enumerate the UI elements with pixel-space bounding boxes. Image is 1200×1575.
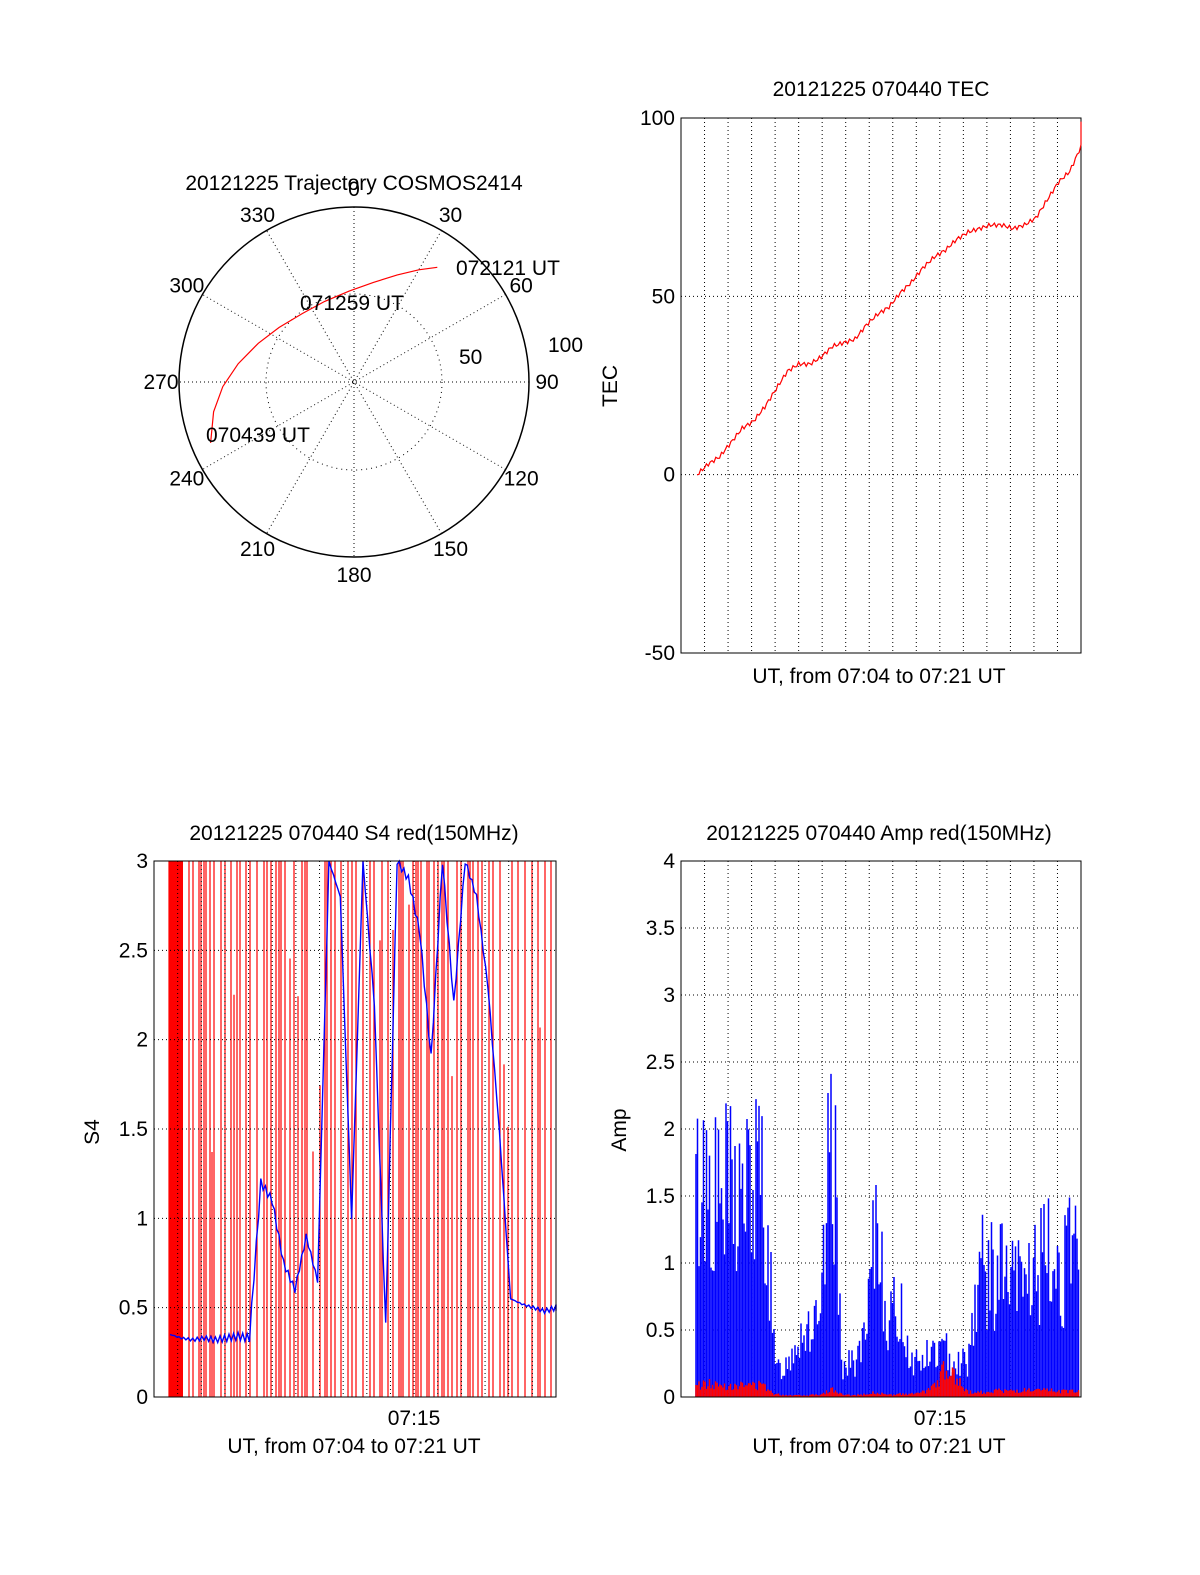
- polar-annotation-mid: 071259 UT: [300, 292, 404, 315]
- tec-title: 20121225 070440 TEC: [773, 78, 990, 101]
- s4-red-band: [169, 861, 183, 1397]
- amp-y-tick-label-7: 3.5: [646, 917, 675, 940]
- s4-blue-series-line: [169, 859, 557, 1345]
- polar-annotation-end: 072121 UT: [456, 257, 560, 280]
- polar-azimuth-label-0: 0: [348, 178, 360, 201]
- s4-chart: 20121225 070440 S4 red(150MHz) 0 0.5 1 1.5 2…: [81, 822, 557, 1458]
- polar-inner-circle: [265, 293, 443, 471]
- polar-azimuth-label-30: 30: [439, 204, 462, 227]
- s4-y-tick-label-6: 3: [136, 850, 148, 873]
- s4-y-axis-label: S4: [81, 1119, 104, 1145]
- amp-y-tick-label-3: 1.5: [646, 1185, 675, 1208]
- s4-y-tick-label-1: 0.5: [119, 1297, 148, 1320]
- tec-grid: [681, 118, 1081, 653]
- amp-y-tick-label-2: 1: [663, 1252, 675, 1275]
- s4-x-axis-label: UT, from 07:04 to 07:21 UT: [227, 1435, 480, 1458]
- tec-series-line: [696, 121, 1082, 476]
- s4-y-tick-label-5: 2.5: [119, 939, 148, 962]
- s4-y-tick-label-0: 0: [136, 1386, 148, 1409]
- s4-y-ticks: 0 0.5 1 1.5 2 2.5 3: [119, 850, 148, 1409]
- amp-x-axis-label: UT, from 07:04 to 07:21 UT: [752, 1435, 1005, 1458]
- tec-x-axis-label: UT, from 07:04 to 07:21 UT: [752, 665, 1005, 688]
- polar-azimuth-label-210: 210: [240, 538, 275, 561]
- amp-red-series: [695, 1361, 1080, 1397]
- polar-azimuth-label-60: 60: [509, 275, 532, 298]
- tec-y-tick-label-1: 0: [663, 464, 675, 487]
- polar-azimuth-label-120: 120: [504, 468, 539, 491]
- s4-y-tick-label-2: 1: [136, 1207, 148, 1230]
- amp-title: 20121225 070440 Amp red(150MHz): [706, 822, 1052, 845]
- polar-trajectory-line: [210, 266, 438, 443]
- polar-outer-circle: [178, 206, 530, 558]
- s4-y-tick-label-3: 1.5: [119, 1118, 148, 1141]
- polar-azimuth-label-150: 150: [433, 538, 468, 561]
- polar-azimuth-label-90: 90: [535, 371, 558, 394]
- tec-y-tick-label-3: 100: [640, 107, 675, 130]
- tec-chart: 20121225 070440 TEC -50 0 50 100 TEC UT, fr…: [599, 78, 1082, 688]
- polar-azimuth-label-270: 270: [143, 371, 178, 394]
- tec-y-tick-label-2: 50: [652, 285, 675, 308]
- amp-y-tick-label-0: 0: [663, 1386, 675, 1409]
- tec-y-axis-label: TEC: [599, 365, 622, 407]
- s4-y-tick-label-4: 2: [136, 1029, 148, 1052]
- polar-azimuth-label-180: 180: [336, 564, 371, 587]
- amp-y-tick-label-5: 2.5: [646, 1051, 675, 1074]
- amp-blue-series: [695, 1073, 1080, 1397]
- amp-y-tick-label-1: 0.5: [646, 1319, 675, 1342]
- s4-plot-frame: [153, 860, 557, 1398]
- amp-y-tick-label-4: 2: [663, 1118, 675, 1141]
- amp-x-tick-label: 07:15: [914, 1407, 967, 1430]
- polar-azimuth-label-240: 240: [169, 468, 204, 491]
- polar-annotation-start: 070439 UT: [206, 424, 310, 447]
- amp-y-axis-label: Amp: [608, 1108, 631, 1151]
- tec-y-ticks: -50 0 50 100: [640, 107, 675, 665]
- polar-azimuth-label-300: 300: [169, 275, 204, 298]
- polar-radius-label-50: 50: [459, 346, 482, 369]
- tec-plot-frame: [680, 117, 1082, 654]
- s4-x-tick-label: 07:15: [388, 1407, 441, 1430]
- polar-chart: 20121225 Trajectory COSMOS2414 0 30 60 90 12…: [143, 172, 583, 587]
- s4-title: 20121225 070440 S4 red(150MHz): [189, 822, 518, 845]
- polar-radius-label-100: 100: [548, 334, 583, 357]
- amp-y-ticks: 0 0.5 1 1.5 2 2.5 3 3.5 4: [646, 850, 676, 1409]
- polar-title: 20121225 Trajectory COSMOS2414: [185, 172, 523, 195]
- tec-y-tick-label-0: -50: [645, 642, 675, 665]
- polar-azimuth-label-330: 330: [240, 204, 275, 227]
- amp-chart: 20121225 070440 Amp red(150MHz) 0 0.5 1 1.5…: [608, 822, 1082, 1458]
- amp-y-tick-label-6: 3: [663, 984, 675, 1007]
- amp-plot-frame: [680, 860, 1082, 1398]
- amp-y-tick-label-8: 4: [663, 850, 675, 873]
- polar-azimuth-labels: 0 30 60 90 120 150 180 210 240 270 300 330: [143, 178, 558, 587]
